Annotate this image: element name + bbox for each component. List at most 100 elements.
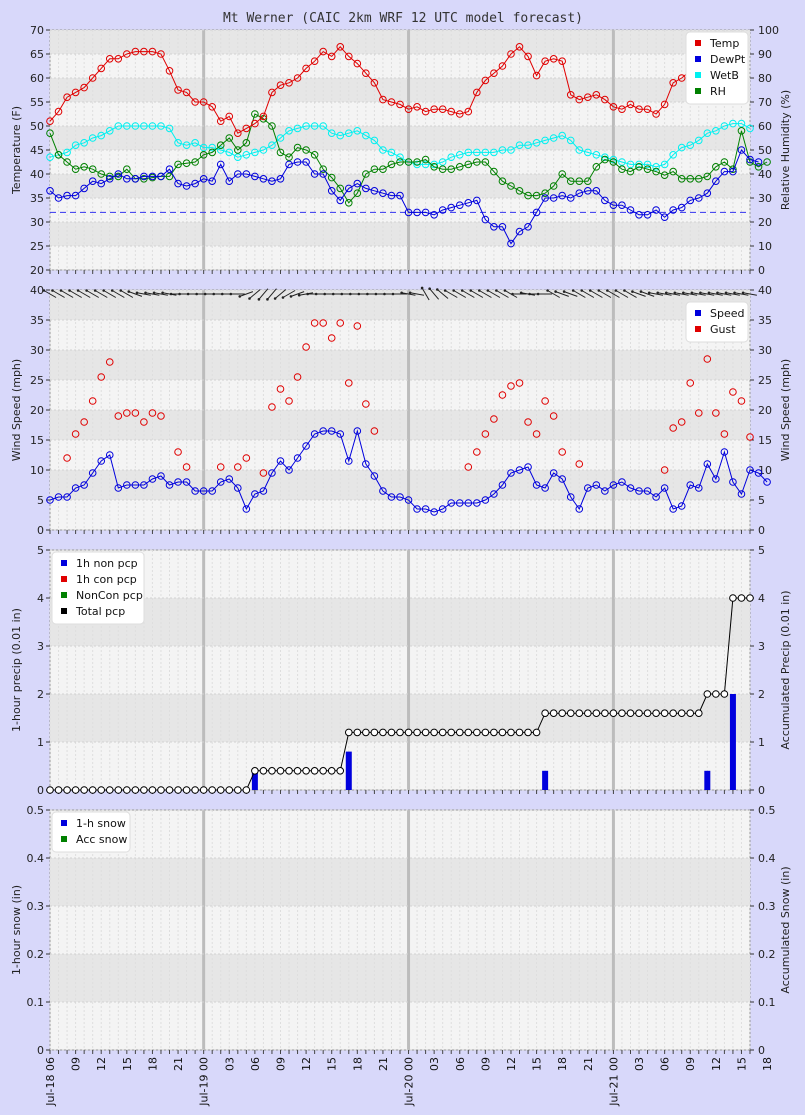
y-tick-label-right: 4	[758, 592, 765, 605]
wetbulb-point	[259, 146, 268, 154]
wind-arrow	[120, 290, 134, 298]
y-tick-label-left: 0.2	[27, 948, 45, 961]
wind-gust-point	[140, 418, 148, 426]
rh-point	[63, 158, 71, 166]
wind-arrow	[743, 292, 757, 296]
total-precip-point	[447, 728, 456, 737]
wind-arrow-head	[519, 291, 523, 295]
total-precip-point	[319, 767, 327, 775]
rh-point	[225, 134, 234, 142]
rh-point	[310, 151, 319, 159]
total-precip-point	[652, 709, 660, 718]
temperature-point	[319, 47, 327, 56]
dewpoint-point	[97, 179, 106, 188]
total-precip-point	[131, 786, 140, 794]
y-tick-label-left: 0.4	[27, 852, 45, 865]
wind-speed-point	[635, 487, 643, 495]
wind-arrow	[725, 292, 740, 296]
wind-speed-point	[677, 502, 686, 510]
wind-speed-point	[251, 490, 259, 498]
wind-arrow-head	[273, 297, 277, 300]
dewpoint-point	[276, 175, 285, 183]
wind-speed-point	[234, 484, 242, 492]
temperature-point	[473, 88, 481, 97]
wetbulb-point	[165, 124, 174, 133]
rh-point	[302, 146, 310, 154]
dewpoint-point	[643, 211, 652, 219]
panel-precip: 0 0 1 1 2 2 3 3 4 4 5 5 1-hour precip (0.01 in) Accum…	[10, 544, 792, 797]
wind-gust-point	[507, 382, 515, 390]
wind-speed-point	[703, 460, 712, 468]
wind-speed-point	[105, 451, 114, 459]
wind-speed-point	[97, 457, 106, 465]
wind-arrow-head	[68, 289, 71, 292]
total-precip-point	[216, 786, 225, 794]
total-precip-point	[575, 709, 584, 718]
wind-gust-point	[498, 391, 507, 399]
wind-speed-point	[131, 481, 140, 489]
wind-gust-point	[268, 403, 276, 411]
total-precip-point	[430, 728, 438, 737]
wind-speed-point	[148, 475, 157, 483]
dewpoint-point	[242, 170, 251, 178]
wind-speed-point	[652, 493, 660, 501]
rh-point	[746, 158, 754, 166]
total-precip-point	[344, 728, 353, 737]
wetbulb-point	[88, 134, 97, 142]
y-tick-label-left: 4	[37, 592, 44, 605]
total-precip-point	[148, 786, 157, 794]
precip-bar	[345, 751, 352, 790]
wetbulb-point	[63, 148, 71, 157]
wind-arrow-head	[460, 289, 464, 292]
wind-gust-point	[490, 415, 498, 423]
rh-point	[370, 165, 379, 173]
total-precip-point	[584, 709, 592, 718]
wetbulb-point	[601, 153, 609, 161]
total-precip-point	[720, 690, 729, 698]
wind-arrow-head	[428, 287, 431, 290]
y-axis-label-right: Accumulated Precip (0.01 in)	[779, 590, 792, 749]
wind-speed-point	[46, 496, 54, 504]
temperature-point	[105, 55, 114, 63]
wind-arrow	[421, 287, 430, 301]
total-precip-point	[379, 728, 387, 737]
total-precip-point	[80, 786, 88, 794]
rh-point	[268, 122, 276, 130]
rh-point	[541, 189, 549, 197]
total-precip-point	[481, 728, 490, 737]
wind-arrow	[282, 290, 296, 298]
total-precip-point	[71, 786, 80, 794]
total-precip-point	[242, 786, 251, 794]
dewpoint-point	[123, 175, 131, 183]
temperature-point	[592, 91, 601, 99]
temperature-point	[524, 52, 532, 61]
wetbulb-point	[677, 143, 686, 152]
y-tick-label-left: 40	[30, 168, 44, 181]
temperature-point	[370, 79, 379, 87]
wind-speed-point	[421, 505, 430, 513]
wind-arrow-head	[733, 291, 736, 295]
wind-arrow-head	[716, 291, 719, 295]
temperature-point	[251, 119, 259, 128]
temperature-point	[276, 81, 285, 89]
temperature-point	[157, 50, 165, 58]
wind-arrow	[547, 290, 560, 298]
wind-arrow	[607, 290, 620, 298]
wind-arrow	[410, 292, 425, 296]
wind-speed-point	[413, 505, 421, 513]
total-precip-point	[199, 786, 208, 794]
dewpoint-point	[618, 201, 626, 209]
rh-point	[532, 191, 541, 200]
wind-arrow-head	[614, 289, 618, 292]
wind-arrow	[563, 291, 578, 297]
wind-arrow	[299, 292, 314, 296]
wind-arrow	[581, 290, 595, 298]
dewpoint-point	[387, 191, 396, 200]
dewpoint-point	[515, 227, 524, 236]
rh-point	[652, 167, 660, 176]
wetbulb-point	[114, 122, 123, 130]
wind-speed-point	[191, 487, 199, 495]
total-precip-point	[677, 709, 686, 718]
wind-arrow	[239, 291, 254, 297]
wind-gust-point	[729, 388, 737, 396]
